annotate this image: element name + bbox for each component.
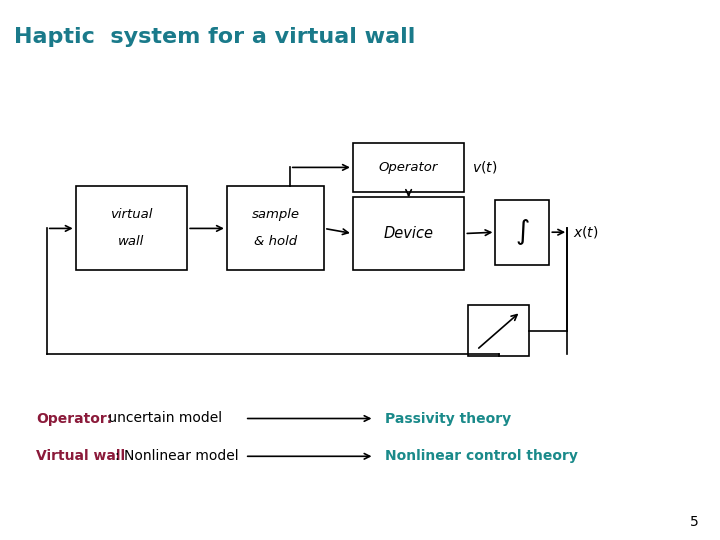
- Bar: [468, 305, 529, 356]
- Text: virtual: virtual: [110, 208, 153, 221]
- Text: wall: wall: [118, 235, 145, 248]
- Text: Operator: Operator: [379, 161, 438, 174]
- Text: Device: Device: [384, 226, 433, 241]
- Bar: [353, 143, 464, 192]
- Text: 5: 5: [690, 515, 698, 529]
- Bar: [353, 197, 464, 270]
- Text: $\int$: $\int$: [515, 217, 530, 247]
- Text: $x(t)$: $x(t)$: [573, 224, 599, 240]
- Text: Virtual wall: Virtual wall: [36, 449, 130, 463]
- Text: Passivity theory: Passivity theory: [385, 411, 511, 426]
- Text: : Nonlinear model: : Nonlinear model: [115, 449, 239, 463]
- Text: Haptic  system for a virtual wall: Haptic system for a virtual wall: [14, 27, 415, 47]
- Text: Operator:: Operator:: [36, 411, 112, 426]
- Bar: [76, 186, 187, 270]
- Text: $v(t)$: $v(t)$: [472, 159, 497, 176]
- Text: uncertain model: uncertain model: [104, 411, 222, 426]
- Text: & hold: & hold: [254, 235, 297, 248]
- Text: sample: sample: [251, 208, 300, 221]
- Text: Nonlinear control theory: Nonlinear control theory: [385, 449, 578, 463]
- Bar: [227, 186, 324, 270]
- Bar: [495, 200, 549, 265]
